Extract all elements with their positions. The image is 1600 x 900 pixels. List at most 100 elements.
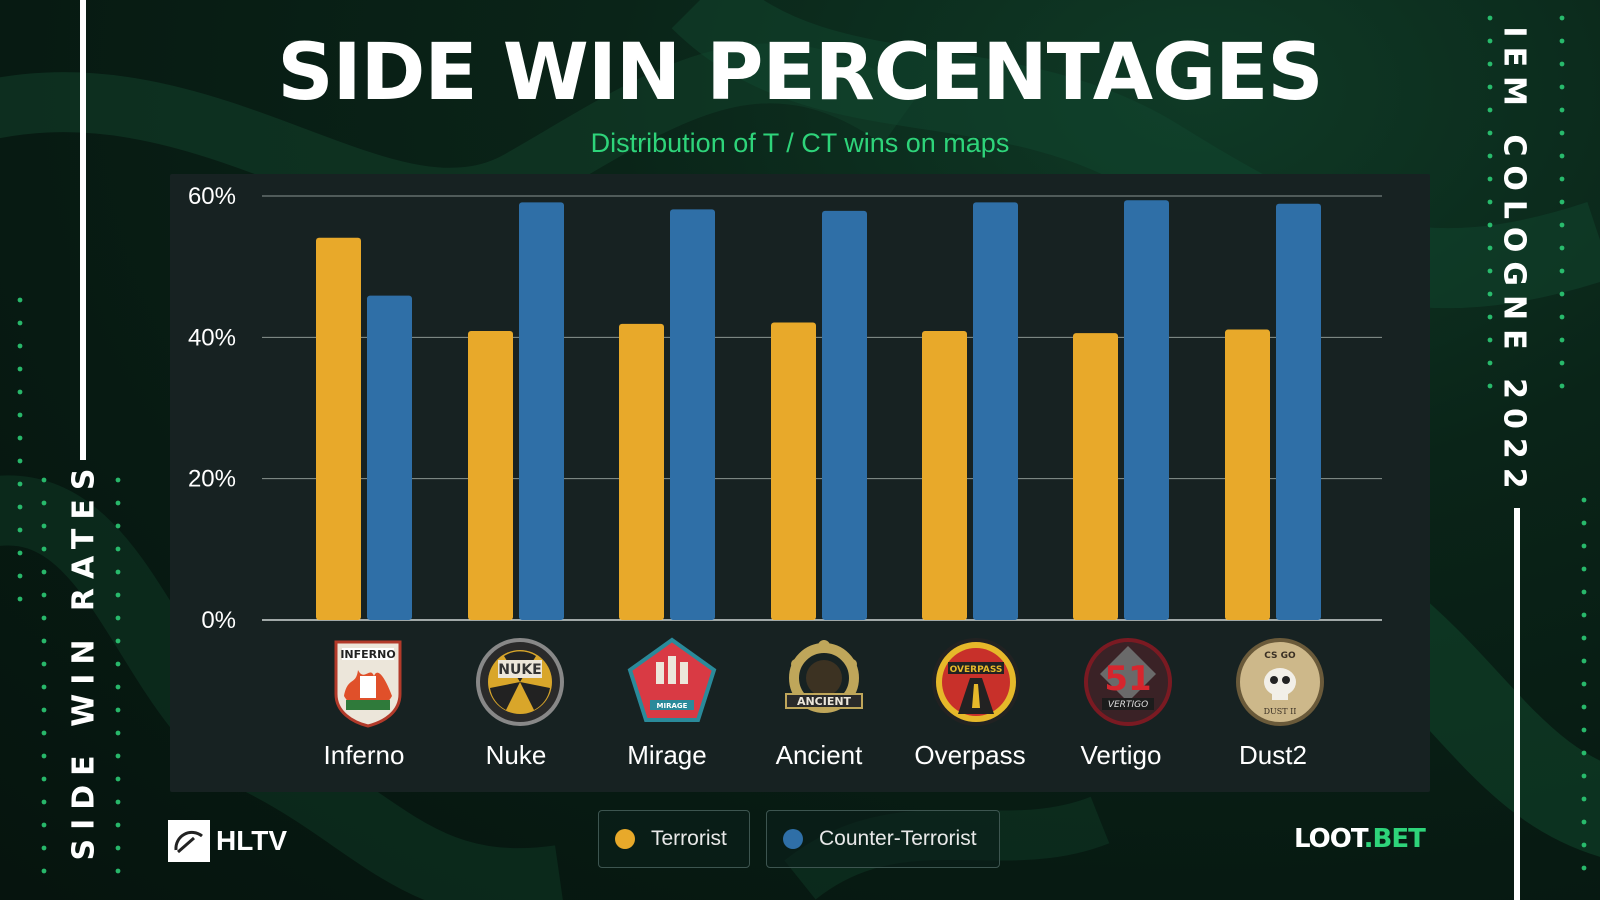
svg-text:VERTIGO: VERTIGO [1108, 700, 1148, 710]
decorative-dot [17, 573, 23, 579]
decorative-dot [41, 546, 47, 552]
svg-text:MIRAGE: MIRAGE [657, 702, 688, 710]
decorative-dot [1559, 38, 1565, 44]
hltv-logo-icon [168, 820, 210, 862]
decorative-dot [1581, 773, 1587, 779]
decorative-dot [41, 822, 47, 828]
decorative-dot [115, 615, 121, 621]
lootbet-logo-main: LOOT [1294, 824, 1365, 854]
decorative-dot [41, 753, 47, 759]
decorative-dot [1487, 222, 1493, 228]
decorative-dot [115, 661, 121, 667]
decorative-dot [1581, 865, 1587, 871]
decorative-dot [17, 527, 23, 533]
decorative-dot [1559, 222, 1565, 228]
decorative-dot [17, 481, 23, 487]
decorative-dot [1559, 153, 1565, 159]
side-win-rates-vertical-label: SIDE WIN RATES [66, 459, 102, 861]
decorative-dot [1559, 130, 1565, 136]
svg-text:ANCIENT: ANCIENT [797, 695, 852, 708]
right-accent-line [1514, 508, 1520, 900]
terrorist-bar-ancient [771, 322, 816, 620]
decorative-dot [1581, 750, 1587, 756]
decorative-dot [1487, 199, 1493, 205]
ct-bar-dust2 [1276, 203, 1321, 621]
decorative-dot [1581, 681, 1587, 687]
y-tick-label: 20% [188, 466, 236, 493]
decorative-dot [17, 596, 23, 602]
decorative-dot [17, 458, 23, 464]
svg-text:INFERNO: INFERNO [340, 648, 395, 661]
svg-text:DUST II: DUST II [1264, 707, 1297, 716]
decorative-dot [1581, 497, 1587, 503]
decorative-dot [1487, 337, 1493, 343]
decorative-dot [41, 523, 47, 529]
decorative-dot [1487, 176, 1493, 182]
decorative-dot [41, 684, 47, 690]
x-tick-label-mirage: Mirage [627, 740, 707, 770]
decorative-dot [115, 730, 121, 736]
decorative-dot [1581, 727, 1587, 733]
decorative-dot [1559, 176, 1565, 182]
decorative-dot [17, 297, 23, 303]
decorative-dot [1559, 314, 1565, 320]
decorative-dot [1581, 566, 1587, 572]
bar-chart: 0% 20% 40% 60% [188, 183, 1382, 634]
counter-terrorist-legend-marker [783, 829, 803, 849]
terrorist-bar-nuke [468, 330, 513, 620]
y-tick-label: 0% [201, 607, 236, 634]
page-subtitle: Distribution of T / CT wins on maps [590, 128, 1010, 158]
overpass-emblem-icon: OVERPASS [932, 638, 1020, 726]
decorative-dot [1581, 520, 1587, 526]
decorative-dot [115, 569, 121, 575]
x-tick-label-ancient: Ancient [775, 740, 863, 770]
terrorist-bar-vertigo [1073, 333, 1118, 620]
decorative-dot [1487, 107, 1493, 113]
decorative-dot [1559, 61, 1565, 67]
decorative-dot [115, 707, 121, 713]
nuke-emblem-icon: NUKE [476, 638, 564, 726]
decorative-dot [41, 477, 47, 483]
decorative-dot [17, 550, 23, 556]
decorative-dot [41, 569, 47, 575]
ct-bar-vertigo [1124, 200, 1169, 621]
x-tick-label-overpass: Overpass [914, 740, 1026, 770]
decorative-dot [115, 868, 121, 874]
decorative-dot [41, 592, 47, 598]
decorative-dot [115, 684, 121, 690]
decorative-dot [41, 661, 47, 667]
decorative-dot [1487, 268, 1493, 274]
decorative-dot [1487, 245, 1493, 251]
decorative-dot [1559, 245, 1565, 251]
chart-panel: 0% 20% 40% 60% [170, 174, 1430, 792]
decorative-dot [17, 343, 23, 349]
dust2-emblem-icon: CS GO DUST II [1236, 638, 1324, 726]
inferno-emblem-icon: INFERNO [334, 640, 402, 728]
ct-bar-nuke [519, 202, 564, 621]
terrorist-bar-overpass [922, 330, 967, 620]
decorative-dot [1559, 199, 1565, 205]
decorative-dot [41, 776, 47, 782]
decorative-dot [1559, 291, 1565, 297]
y-tick-label: 60% [188, 183, 236, 210]
decorative-dot [1559, 360, 1565, 366]
decorative-dot [1581, 635, 1587, 641]
decorative-dot [1487, 291, 1493, 297]
decorative-dot [1487, 130, 1493, 136]
decorative-dot [17, 435, 23, 441]
decorative-dot [1559, 15, 1565, 21]
decorative-dot [115, 753, 121, 759]
lootbet-logo-accent: .BET [1363, 824, 1426, 854]
decorative-dot [17, 389, 23, 395]
ancient-emblem-icon: ANCIENT [785, 640, 863, 713]
legend-label-terrorist: Terrorist [651, 827, 727, 850]
decorative-dot [115, 822, 121, 828]
decorative-dot [115, 799, 121, 805]
decorative-dot [1487, 153, 1493, 159]
decorative-dot [1581, 842, 1587, 848]
legend-item-terrorist: Terrorist [598, 810, 750, 868]
decorative-dot [1581, 612, 1587, 618]
decorative-dot [1559, 337, 1565, 343]
lootbet-logo: LOOT.BET [1294, 824, 1426, 854]
decorative-dot [115, 845, 121, 851]
